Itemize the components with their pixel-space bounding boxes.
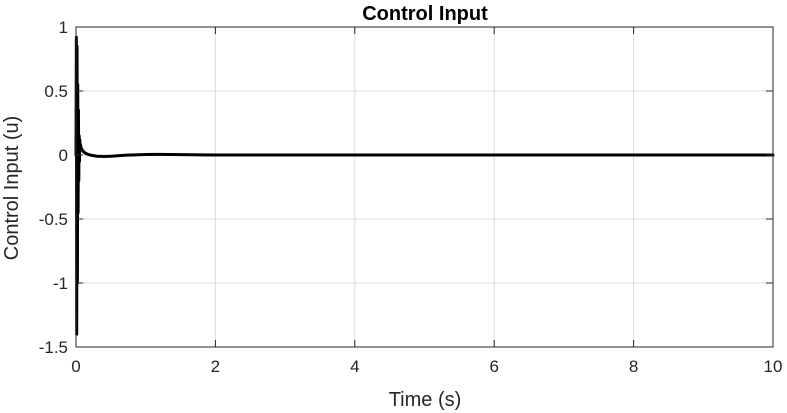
x-tick-label: 2	[211, 357, 220, 376]
x-tick-label: 10	[764, 357, 783, 376]
y-tick-label: 0.5	[44, 82, 68, 101]
series-layer	[74, 35, 775, 336]
y-tick-label: 1	[59, 18, 68, 37]
y-axis-label: Control Input (u)	[1, 116, 23, 261]
x-tick-label: 4	[350, 357, 359, 376]
y-tick-label: 0	[59, 146, 68, 165]
x-tick-label: 8	[629, 357, 638, 376]
grid	[75, 26, 774, 348]
chart-title: Control Input	[362, 3, 488, 25]
y-tick-label: -0.5	[39, 210, 68, 229]
x-tick-label: 0	[71, 357, 80, 376]
x-tick-label: 6	[489, 357, 498, 376]
x-axis-label: Time (s)	[389, 389, 462, 411]
y-tick-label: -1	[53, 274, 68, 293]
axes-box	[75, 26, 774, 348]
control-input-line	[74, 35, 775, 336]
y-tick-label: -1.5	[39, 338, 68, 357]
y-axis-ticks: 1 0.5 0 -0.5 -1 -1.5	[39, 18, 773, 357]
x-axis-ticks: 0 2 4 6 8 10	[71, 27, 782, 376]
